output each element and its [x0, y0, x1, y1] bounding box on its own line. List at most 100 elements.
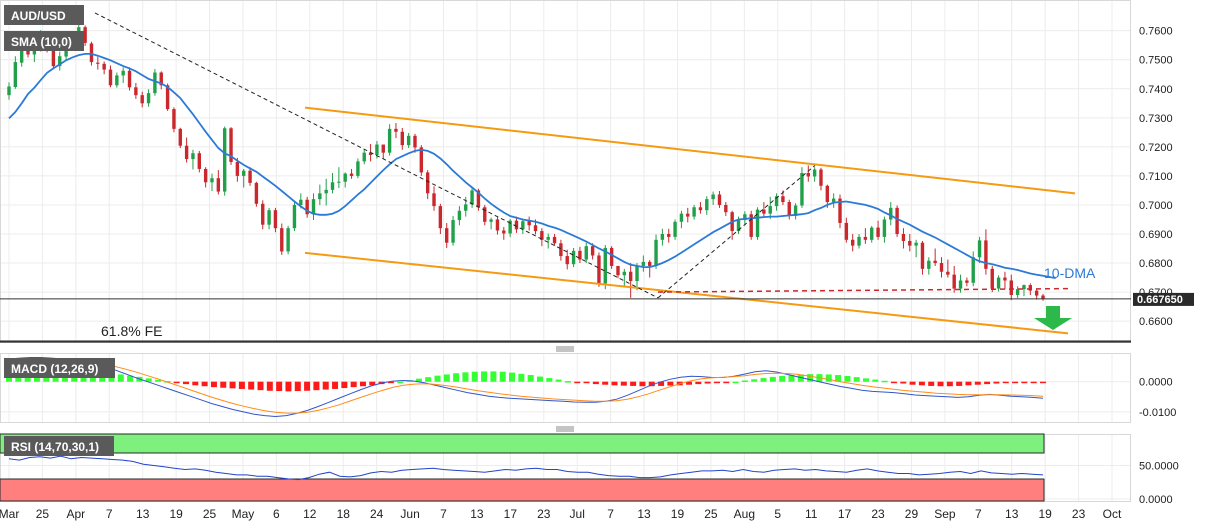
candle-body [1034, 290, 1039, 296]
candle-body [254, 182, 259, 204]
macd-histogram-bar [909, 381, 916, 385]
macd-histogram-bar [620, 381, 627, 386]
candle-body [958, 280, 963, 289]
macd-histogram-bar [481, 371, 488, 382]
candle-body [368, 152, 373, 155]
candle-body [476, 190, 481, 208]
macd-histogram-bar [415, 378, 422, 382]
macd-y-tick-label: -0.0100 [1139, 407, 1176, 419]
candle-body [134, 87, 138, 96]
x-tick-label: 13 [1005, 507, 1019, 521]
rsi-tag: RSI (14,70,30,1) [4, 436, 114, 456]
sma-10-line [8, 53, 1056, 279]
macd-histogram-bar [788, 375, 795, 382]
macd-histogram-bar [527, 375, 534, 382]
candle-body [762, 209, 766, 214]
macd-histogram-bar [248, 381, 255, 390]
macd-histogram-bar [24, 375, 31, 382]
macd-histogram-bar [518, 373, 525, 382]
candle-body [514, 220, 519, 230]
macd-panel-frame [0, 353, 1131, 423]
symbol-tag: AUD/USD [4, 5, 84, 25]
symbol-label: AUD/USD [11, 9, 66, 23]
macd-histogram-bar [509, 372, 516, 382]
macd-histogram-bar [863, 378, 870, 382]
candle-body [261, 203, 265, 225]
candle-body [521, 221, 525, 230]
sma-tag-bg [4, 31, 84, 51]
candle-body [1015, 289, 1020, 295]
candle-body [495, 219, 500, 231]
macd-resize-handle[interactable] [556, 346, 574, 352]
candle-body [406, 135, 411, 146]
macd-histogram-bar [536, 376, 543, 382]
candle-body [349, 173, 354, 176]
candle-body [749, 214, 753, 237]
channel-lower-line [304, 251, 1069, 335]
macd-histogram-bar [359, 381, 366, 387]
candle-body [203, 168, 208, 183]
macd-histogram-bar [1012, 381, 1019, 384]
candle-body [324, 189, 328, 194]
candle-body [616, 265, 620, 276]
macd-histogram-bar [462, 372, 469, 382]
x-tick-label: 13 [637, 507, 651, 521]
candle-body [381, 144, 385, 153]
macd-histogram-bar [117, 374, 124, 382]
candle-body [571, 250, 576, 265]
axis-layer: Mar 25 Apr 7 13 19 25 May 6 12 18 24 Jun 7 13 17 23 Jul 7 1… [0, 26, 1179, 521]
candle-body [692, 207, 696, 217]
rsi-layer [8, 455, 1044, 481]
candle-body [83, 27, 87, 43]
candle-body [178, 128, 182, 146]
macd-histogram-bar [825, 374, 832, 382]
x-tick-label: 5 [774, 507, 781, 521]
candle-body [667, 233, 671, 237]
candle-body [838, 198, 842, 223]
x-tick-label: Jul [570, 507, 585, 521]
candle-body [717, 194, 722, 205]
candle-body [533, 225, 538, 232]
macd-histogram-bar [397, 381, 404, 384]
macd-histogram-bar [974, 381, 981, 385]
candle-body [172, 109, 176, 129]
x-tick-label: Sep [934, 507, 956, 521]
macd-histogram-bar [350, 381, 357, 388]
y-tick-label: 0.7600 [1139, 26, 1173, 38]
macd-histogram-bar [1030, 381, 1037, 384]
candle-body [425, 172, 430, 194]
candle-body [584, 246, 588, 260]
candle-body [159, 72, 163, 86]
candle-body [375, 144, 379, 155]
candle-body [800, 173, 804, 206]
macd-histogram-bar [630, 381, 637, 386]
macd-histogram-bar [1021, 381, 1028, 384]
rsi-oversold-zone [0, 478, 1045, 502]
candle-body [58, 56, 62, 67]
macd-histogram-bar [592, 381, 599, 385]
x-tick-label: Aug [734, 507, 755, 521]
candle-body [819, 169, 823, 186]
candle-body [711, 194, 715, 200]
candle-body [654, 239, 658, 266]
candle-body [565, 256, 569, 265]
candle-body [165, 85, 170, 110]
candle-body [1003, 277, 1007, 281]
candle-body [343, 173, 347, 182]
down-arrow-icon [1034, 306, 1072, 330]
macd-histogram-bar [918, 381, 925, 386]
macd-histogram-bar [993, 381, 1000, 384]
rsi-tag-bg [4, 436, 114, 456]
candle-body [292, 204, 297, 229]
candle-body [901, 233, 906, 241]
candle-body [933, 260, 937, 264]
candle-body [806, 173, 810, 177]
macd-histogram-bar [425, 377, 432, 382]
x-tick-label: May [232, 507, 255, 521]
candle-body [121, 70, 125, 76]
rsi-resize-handle[interactable] [556, 426, 574, 432]
candle-body [337, 181, 341, 183]
macd-histogram-bar [443, 374, 450, 382]
candle-body [743, 214, 747, 221]
x-tick-label: 25 [704, 507, 718, 521]
